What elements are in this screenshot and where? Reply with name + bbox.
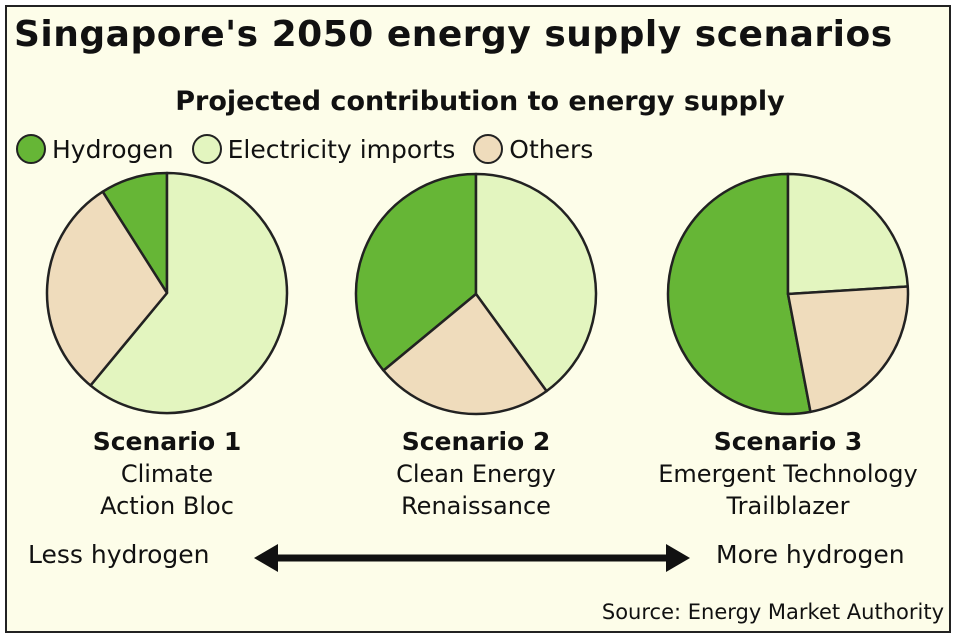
legend-label: Electricity imports xyxy=(227,134,456,164)
chart-subtitle: Projected contribution to energy supply xyxy=(175,86,785,117)
scenario-1-caption: Scenario 1 Climate Action Bloc xyxy=(7,426,327,522)
scenario-name: Renaissance xyxy=(401,492,551,520)
scenario-name: Trailblazer xyxy=(726,492,850,520)
pie-slice-others xyxy=(382,292,548,416)
legend-item-hydrogen: Hydrogen xyxy=(16,134,174,164)
pie-slice-others xyxy=(786,285,910,414)
legend-label: Hydrogen xyxy=(52,134,174,164)
scenario-2-caption: Scenario 2 Clean Energy Renaissance xyxy=(316,426,636,522)
legend-item-others: Others xyxy=(473,134,593,164)
pie-slice-others xyxy=(45,190,169,387)
scenario-heading: Scenario 1 xyxy=(92,427,242,456)
scenario-heading: Scenario 3 xyxy=(713,427,863,456)
axis-label-right: More hydrogen xyxy=(716,540,905,569)
pie-slice-electricity-imports xyxy=(474,172,598,393)
legend-item-electricity: Electricity imports xyxy=(191,134,456,164)
scenario-name: Emergent Technology xyxy=(658,460,918,488)
legend: Hydrogen Electricity imports Others xyxy=(16,134,593,164)
legend-label: Others xyxy=(509,134,594,164)
scenario-name: Climate xyxy=(120,460,214,488)
legend-swatch xyxy=(16,134,46,164)
scenario-3-caption: Scenario 3 Emergent Technology Trailblaz… xyxy=(628,426,948,522)
source-note: Source: Energy Market Authority xyxy=(601,600,944,624)
legend-swatch xyxy=(473,134,504,164)
pie-slice-electricity-imports xyxy=(786,172,910,296)
scenario-name: Clean Energy xyxy=(396,460,556,488)
pie-slice-hydrogen xyxy=(354,172,478,372)
pie-slice-electricity-imports xyxy=(89,171,289,415)
scenario-heading: Scenario 2 xyxy=(401,427,551,456)
pie-slice-hydrogen xyxy=(666,172,812,416)
axis-label-left: Less hydrogen xyxy=(28,540,210,569)
legend-swatch xyxy=(191,134,222,164)
chart-title: Singapore's 2050 energy supply scenarios xyxy=(14,14,893,55)
scenario-name: Action Bloc xyxy=(100,492,234,520)
